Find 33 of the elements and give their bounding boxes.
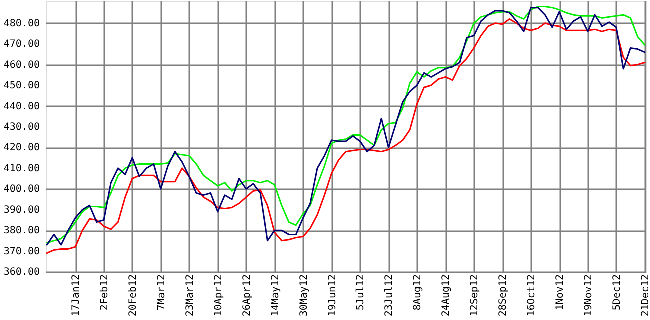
x-tick-label: 2Feb12 (100, 274, 111, 311)
y-tick-label: 400.00 (4, 184, 40, 196)
x-tick-label: 19Nov12 (583, 274, 594, 317)
x-tick-label: 19Jun12 (327, 274, 338, 317)
x-tick-label: 28Sep12 (498, 274, 510, 317)
y-tick-label: 390.00 (4, 204, 40, 216)
x-tick-label: 23Mar12 (184, 274, 196, 317)
y-tick-label: 370.00 (4, 246, 40, 258)
x-tick-label: 14May12 (270, 274, 282, 317)
y-tick-label: 470.00 (4, 39, 40, 50)
y-tick-label: 450.00 (4, 80, 40, 92)
y-tick-label: 420.00 (4, 142, 40, 154)
x-tick-label: 5Jul12 (356, 274, 367, 311)
y-tick-label: 380.00 (4, 226, 40, 237)
x-tick-label: 26Apr12 (242, 274, 253, 317)
y-tick-label: 360.00 (4, 267, 40, 278)
x-tick-label: 23Jul12 (384, 274, 396, 317)
y-tick-label: 430.00 (4, 122, 40, 133)
x-tick-label: 17Jan12 (71, 274, 82, 317)
y-tick-label: 440.00 (4, 101, 40, 112)
y-tick-label: 480.00 (4, 18, 40, 30)
x-tick-label: 16Oct12 (526, 274, 538, 317)
y-tick-label: 460.00 (4, 60, 40, 71)
x-tick-label: 5Dec12 (612, 274, 623, 311)
x-tick-label: 7Mar12 (156, 274, 168, 311)
x-tick-label: 20Feb12 (128, 274, 139, 317)
x-tick-label: 1Nov12 (555, 274, 566, 311)
y-tick-label: 410.00 (4, 163, 40, 174)
x-tick-label: 24Aug12 (441, 274, 452, 317)
x-tick-label: 30May12 (298, 274, 310, 317)
x-tick-label: 8Aug12 (412, 274, 424, 311)
x-tick-label: 10Apr12 (213, 274, 224, 317)
x-tick-label: 12Sep12 (470, 274, 481, 317)
